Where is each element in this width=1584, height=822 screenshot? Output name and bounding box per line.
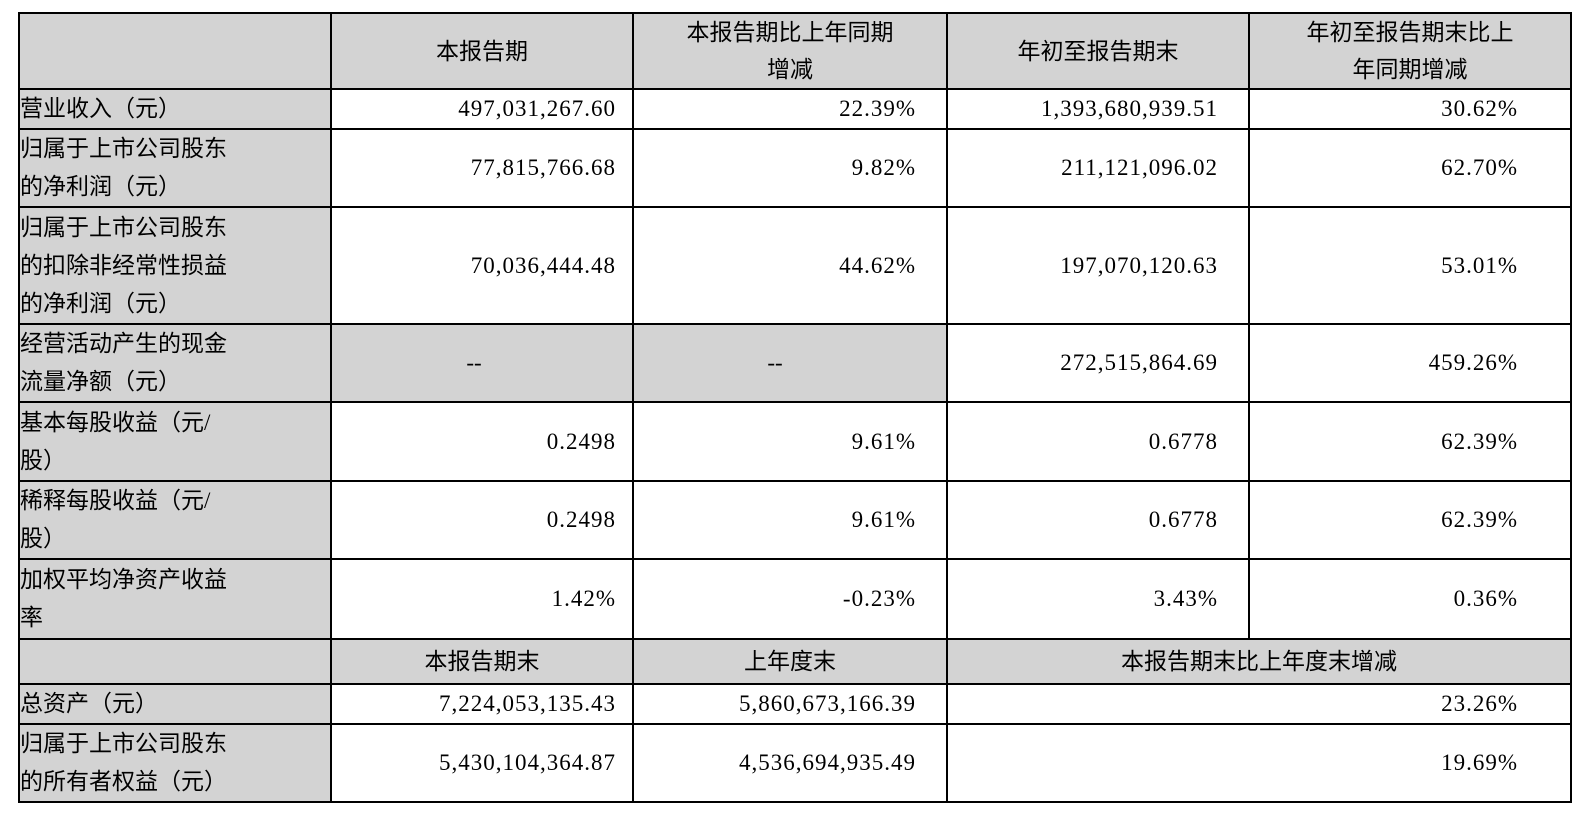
- header-row-period: 本报告期 本报告期比上年同期 增减 年初至报告期末 年初至报告期末比上 年同期增…: [18, 12, 1572, 90]
- row-net-profit-attributable: 归属于上市公司股东 的净利润（元） 77,815,766.68 9.82% 21…: [18, 128, 1572, 208]
- cell-value: 4,536,694,935.49: [632, 723, 948, 803]
- row-label: 经营活动产生的现金 流量净额（元）: [18, 323, 332, 403]
- row-label: 基本每股收益（元/ 股）: [18, 401, 332, 482]
- row-label: 稀释每股收益（元/ 股）: [18, 480, 332, 560]
- cell-value: 272,515,864.69: [946, 323, 1250, 403]
- cell-value: 3.43%: [946, 558, 1250, 640]
- cell-value: --: [632, 323, 948, 403]
- cell-value: 44.62%: [632, 206, 948, 325]
- cell-value: 22.39%: [632, 88, 948, 130]
- cell-value: 7,224,053,135.43: [330, 683, 634, 725]
- header-year-to-date: 年初至报告期末: [946, 12, 1250, 90]
- cell-value: 497,031,267.60: [330, 88, 634, 130]
- header2-corner-cell: [18, 638, 332, 685]
- cell-value: 0.2498: [330, 401, 634, 482]
- row-label: 归属于上市公司股东 的所有者权益（元）: [18, 723, 332, 803]
- header-row-period-end: 本报告期末 上年度末 本报告期末比上年度末增减: [18, 638, 1572, 685]
- cell-value: 19.69%: [946, 723, 1572, 803]
- cell-value: 0.36%: [1248, 558, 1572, 640]
- cell-value: 1.42%: [330, 558, 634, 640]
- header-end-of-prior-year: 上年度末: [632, 638, 948, 685]
- header-end-vs-prior-year-end-change: 本报告期末比上年度末增减: [946, 638, 1572, 685]
- cell-value: 62.70%: [1248, 128, 1572, 208]
- row-equity-attributable: 归属于上市公司股东 的所有者权益（元） 5,430,104,364.87 4,5…: [18, 723, 1572, 803]
- cell-value: 0.2498: [330, 480, 634, 560]
- row-label: 总资产（元）: [18, 683, 332, 725]
- cell-value: 5,430,104,364.87: [330, 723, 634, 803]
- cell-value: 70,036,444.48: [330, 206, 634, 325]
- cell-value: -0.23%: [632, 558, 948, 640]
- row-label: 归属于上市公司股东 的扣除非经常性损益 的净利润（元）: [18, 206, 332, 325]
- row-label: 加权平均净资产收益 率: [18, 558, 332, 640]
- row-label: 营业收入（元）: [18, 88, 332, 130]
- cell-value: 53.01%: [1248, 206, 1572, 325]
- cell-value: 77,815,766.68: [330, 128, 634, 208]
- header-current-period-yoy-change: 本报告期比上年同期 增减: [632, 12, 948, 90]
- cell-value: 9.82%: [632, 128, 948, 208]
- cell-value: 62.39%: [1248, 480, 1572, 560]
- cell-value: 0.6778: [946, 480, 1250, 560]
- header-year-to-date-yoy-change: 年初至报告期末比上 年同期增减: [1248, 12, 1572, 90]
- header-current-period: 本报告期: [330, 12, 634, 90]
- cell-value: 5,860,673,166.39: [632, 683, 948, 725]
- cell-value: 197,070,120.63: [946, 206, 1250, 325]
- cell-value: 23.26%: [946, 683, 1572, 725]
- row-total-assets: 总资产（元） 7,224,053,135.43 5,860,673,166.39…: [18, 683, 1572, 725]
- header-corner-cell: [18, 12, 332, 90]
- row-label: 归属于上市公司股东 的净利润（元）: [18, 128, 332, 208]
- cell-value: 62.39%: [1248, 401, 1572, 482]
- row-diluted-eps: 稀释每股收益（元/ 股） 0.2498 9.61% 0.6778 62.39%: [18, 480, 1572, 560]
- row-weighted-avg-roe: 加权平均净资产收益 率 1.42% -0.23% 3.43% 0.36%: [18, 558, 1572, 640]
- cell-value: --: [330, 323, 634, 403]
- row-operating-revenue: 营业收入（元） 497,031,267.60 22.39% 1,393,680,…: [18, 88, 1572, 130]
- header-end-of-period: 本报告期末: [330, 638, 634, 685]
- row-net-profit-excl-nonrecurring: 归属于上市公司股东 的扣除非经常性损益 的净利润（元） 70,036,444.4…: [18, 206, 1572, 325]
- cell-value: 459.26%: [1248, 323, 1572, 403]
- cell-value: 30.62%: [1248, 88, 1572, 130]
- cell-value: 211,121,096.02: [946, 128, 1250, 208]
- cell-value: 9.61%: [632, 480, 948, 560]
- key-financials-table: 本报告期 本报告期比上年同期 增减 年初至报告期末 年初至报告期末比上 年同期增…: [18, 12, 1572, 803]
- cell-value: 0.6778: [946, 401, 1250, 482]
- cell-value: 9.61%: [632, 401, 948, 482]
- row-basic-eps: 基本每股收益（元/ 股） 0.2498 9.61% 0.6778 62.39%: [18, 401, 1572, 482]
- cell-value: 1,393,680,939.51: [946, 88, 1250, 130]
- row-operating-cash-flow: 经营活动产生的现金 流量净额（元） -- -- 272,515,864.69 4…: [18, 323, 1572, 403]
